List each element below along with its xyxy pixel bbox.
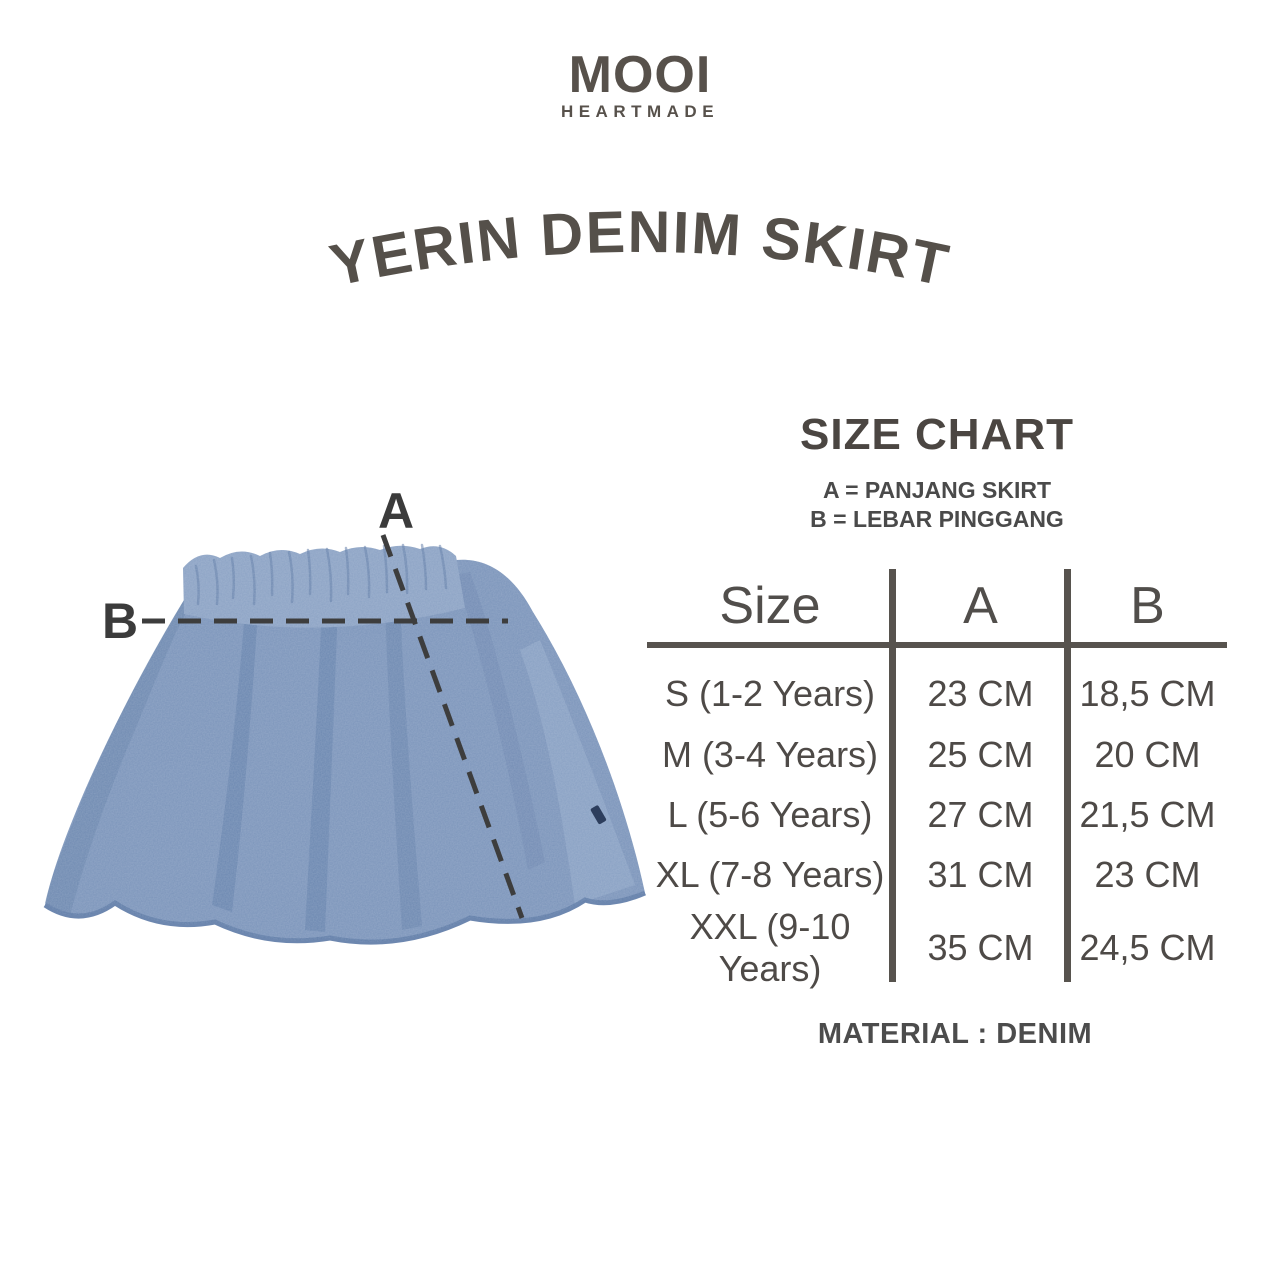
table-row: S (1-2 Years) 23 CM 18,5 CM	[647, 664, 1227, 724]
table-row: XL (7-8 Years) 31 CM 23 CM	[647, 845, 1227, 905]
cell-a: 35 CM	[927, 926, 1034, 968]
cell-b: 18,5 CM	[1079, 673, 1216, 715]
table-row: XXL (9-10 Years) 35 CM 24,5 CM	[647, 906, 1227, 989]
cell-size: S (1-2 Years)	[664, 673, 876, 715]
cell-size: XL (7-8 Years)	[655, 854, 885, 896]
cell-b: 24,5 CM	[1079, 926, 1216, 968]
brand-logo: MOOI HEARTMADE	[0, 46, 1280, 121]
size-chart-heading: SIZE CHART	[800, 410, 1074, 459]
cell-a: 27 CM	[927, 793, 1034, 835]
cell-b: 23 CM	[1094, 854, 1201, 896]
size-chart-legend: A = PANJANG SKIRT B = LEBAR PINGGANG	[647, 476, 1227, 534]
denim-skirt-image	[43, 543, 646, 945]
table-rule-vertical-1	[889, 569, 896, 982]
cell-size: M (3-4 Years)	[661, 733, 879, 775]
product-title-arc: YERIN DENIM SKIRT	[324, 199, 955, 299]
cell-size: XXL (9-10 Years)	[689, 905, 851, 989]
care-tag	[590, 805, 607, 825]
cell-size: L (5-6 Years)	[667, 793, 873, 835]
brand-name: MOOI	[568, 46, 712, 104]
material-note: MATERIAL : DENIM	[817, 1018, 1093, 1050]
measurement-annotations: A B	[102, 483, 525, 919]
table-row: M (3-4 Years) 25 CM 20 CM	[647, 724, 1227, 784]
cell-b: 21,5 CM	[1079, 793, 1216, 835]
header-b: B	[1130, 576, 1165, 635]
legend-line-b: B = LEBAR PINGGANG	[810, 506, 1064, 532]
measurement-a-line	[380, 534, 525, 919]
header-a: A	[963, 576, 998, 635]
cell-a: 31 CM	[927, 854, 1034, 896]
table-row: L (5-6 Years) 27 CM 21,5 CM	[647, 785, 1227, 845]
size-table: Size A B S (1-2 Years) 23 CM 18,5 CM M (…	[647, 569, 1227, 989]
legend-line-a: A = PANJANG SKIRT	[822, 477, 1052, 503]
measurement-a-label: A	[378, 483, 414, 539]
size-table-header: Size A B	[647, 569, 1227, 642]
size-table-body: S (1-2 Years) 23 CM 18,5 CM M (3-4 Years…	[647, 648, 1227, 989]
brand-tagline: HEARTMADE	[560, 102, 720, 121]
product-title: YERIN DENIM SKIRT	[324, 199, 953, 299]
cell-a: 23 CM	[927, 673, 1034, 715]
measurement-b-label: B	[102, 593, 138, 649]
table-rule-vertical-2	[1064, 569, 1071, 982]
table-rule-horizontal	[647, 642, 1227, 648]
cell-a: 25 CM	[927, 733, 1034, 775]
header-size: Size	[719, 576, 821, 635]
cell-b: 20 CM	[1094, 733, 1201, 775]
